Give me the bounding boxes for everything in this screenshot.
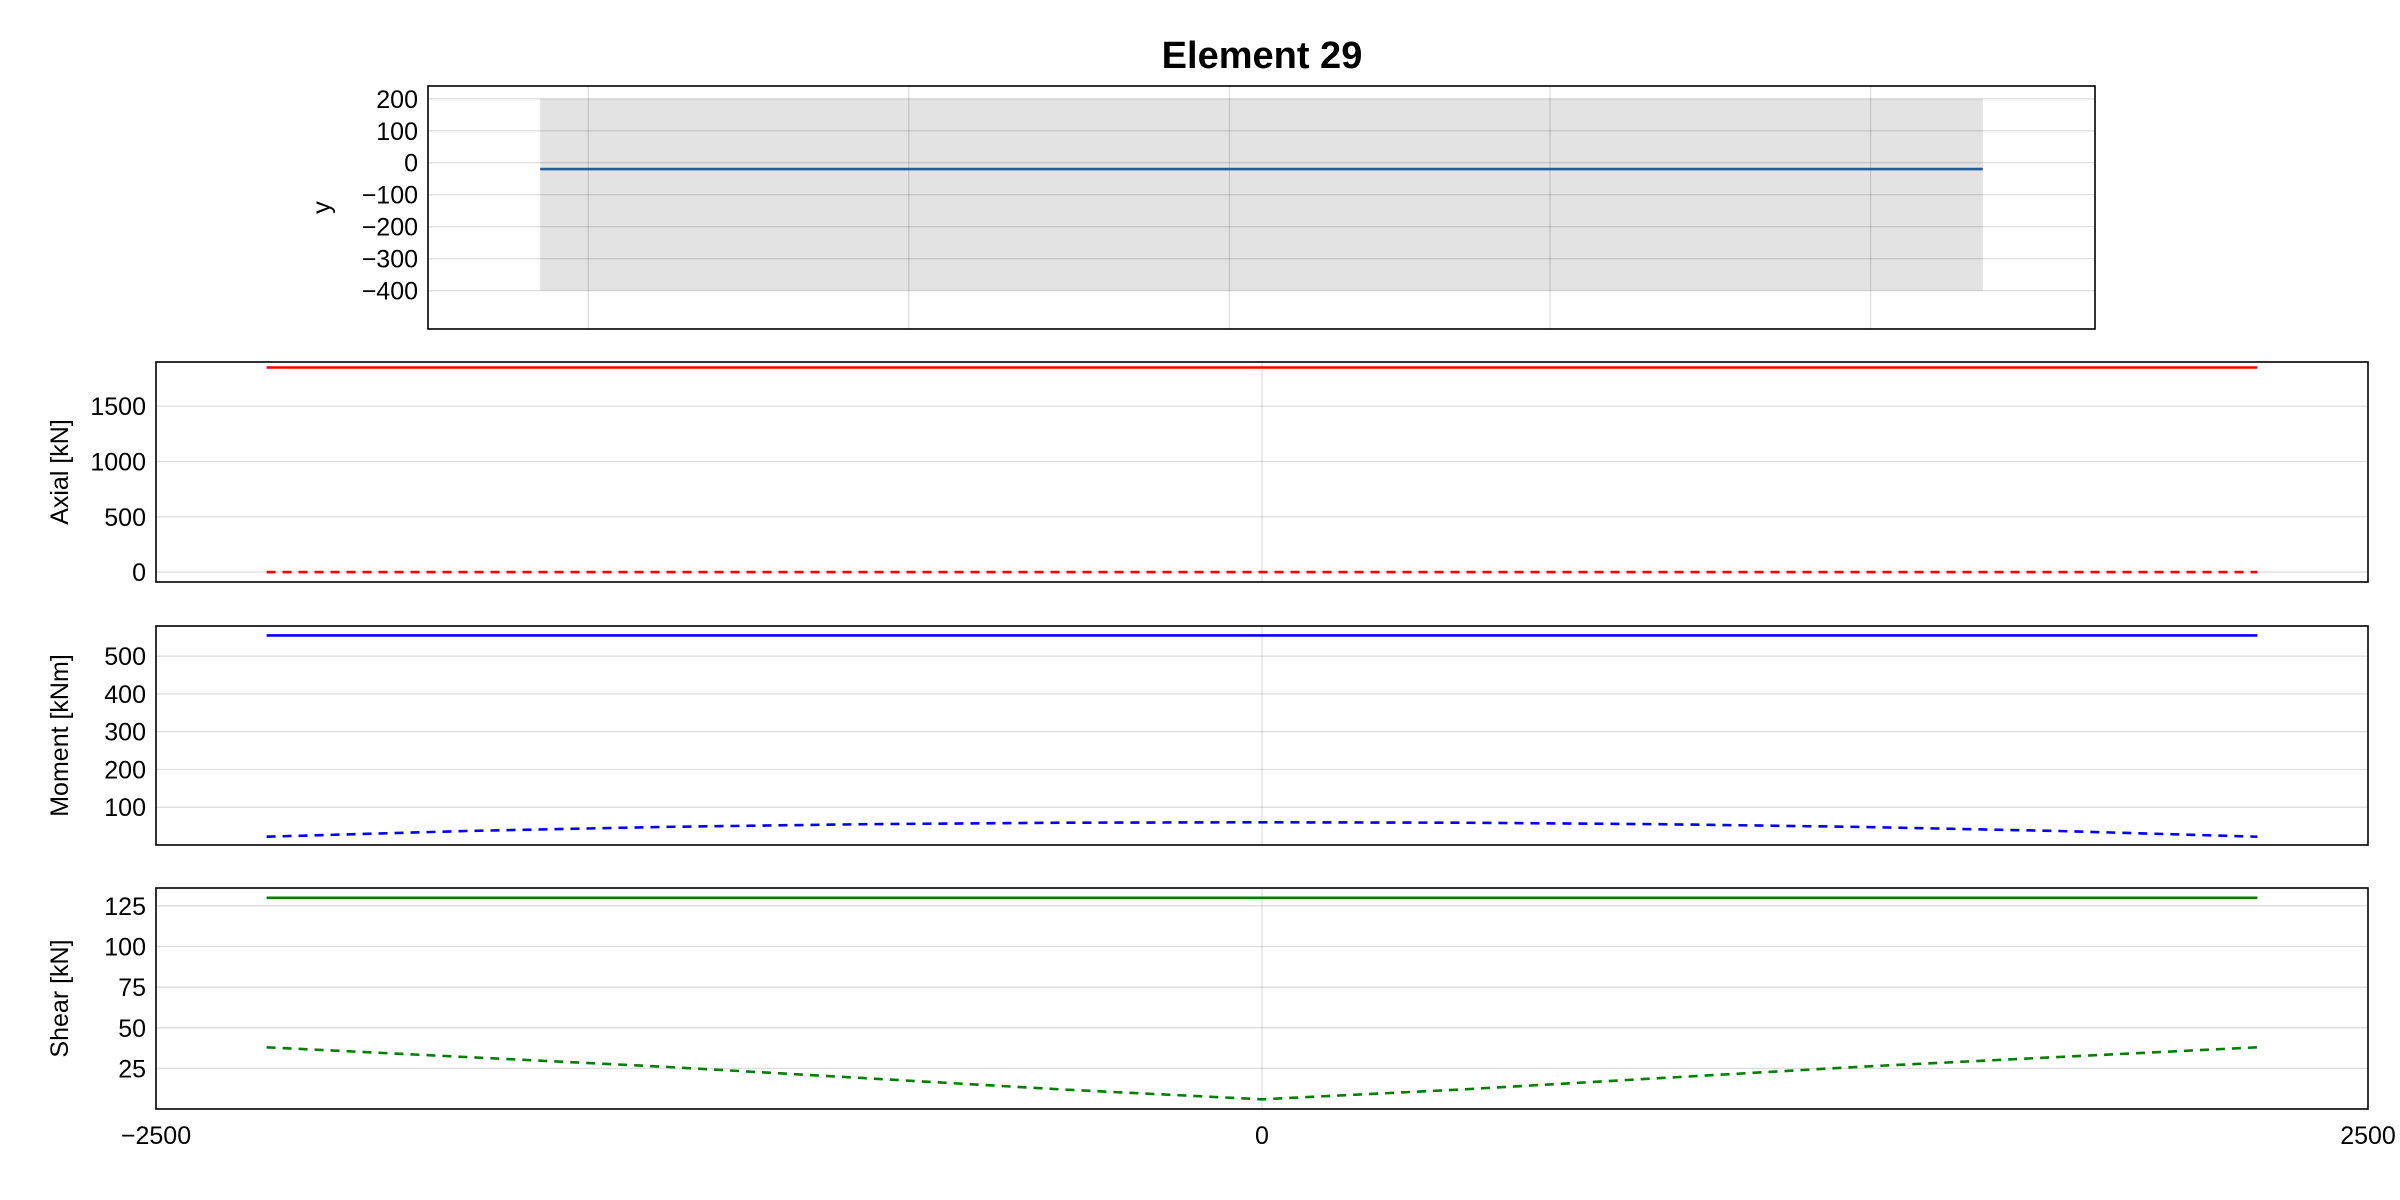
axial-ytick-label: 1000 (90, 448, 146, 476)
shear-series-1-line (266, 1046, 2258, 1101)
shear-ylabel: Shear [kN] (46, 939, 74, 1057)
moment-ytick-label: 100 (104, 794, 146, 822)
shear-ytick-label: 50 (118, 1015, 146, 1043)
shear-ytick-label: 25 (118, 1055, 146, 1083)
shear-panel: 25 50 75 100 125 −2500 0 2500 Shear [kN] (46, 887, 2396, 1150)
axial-ytick-label: 1500 (90, 393, 146, 421)
section-section-band (540, 98, 1983, 291)
section-ytick-label: 0 (404, 150, 418, 178)
panels: 2001000−100−200−300−400y050010001500Axia… (46, 85, 2396, 1150)
section-ytick-label: 100 (376, 118, 418, 146)
moment-plot-frame (155, 625, 2369, 846)
shear-xtick-label: 2500 (2340, 1122, 2396, 1150)
section-ylabel: y (308, 201, 336, 214)
moment-series-1-line (266, 820, 2258, 838)
moment-ytick-label: 300 (104, 719, 146, 747)
shear-plot-frame (155, 887, 2369, 1110)
section-panel: 200 100 0 −100 −200 −300 −400 y (308, 85, 2096, 330)
section-ytick-label: 200 (376, 86, 418, 114)
shear-ytick-label: 100 (104, 934, 146, 962)
section-plot-frame (427, 85, 2096, 330)
shear-ytick-label: 75 (118, 974, 146, 1002)
axial-ytick-label: 500 (104, 504, 146, 532)
section-ytick-label: −200 (362, 214, 418, 242)
shear-xtick-label: −2500 (121, 1122, 191, 1150)
axial-plot-frame (155, 361, 2369, 583)
moment-panel: 100 200 300 400 500 Moment [kNm] (46, 625, 2369, 846)
figure-title: Element 29 (1162, 35, 1363, 77)
shear-ytick-label: 125 (104, 893, 146, 921)
moment-ytick-label: 500 (104, 643, 146, 671)
axial-ylabel: Axial [kN] (46, 419, 74, 525)
section-ytick-label: −300 (362, 246, 418, 274)
moment-ytick-label: 200 (104, 756, 146, 784)
section-ytick-label: −100 (362, 182, 418, 210)
axial-ytick-label: 0 (132, 559, 146, 587)
moment-ylabel: Moment [kNm] (46, 654, 74, 817)
moment-ytick-label: 400 (104, 681, 146, 709)
section-ytick-label: −400 (362, 278, 418, 306)
axial-panel: 0 500 1000 1500 Axial [kN] (46, 361, 2369, 587)
shear-xtick-label: 0 (1255, 1122, 1269, 1150)
